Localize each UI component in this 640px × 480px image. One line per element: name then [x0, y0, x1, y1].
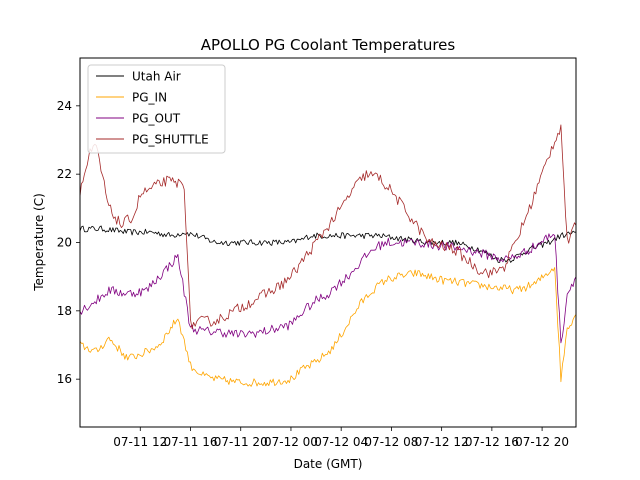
x-tick-label: 07-12 00	[264, 435, 318, 449]
series-line-pg-shuttle	[79, 124, 577, 330]
series-line-pg-out	[79, 233, 577, 344]
x-tick-label: 07-12 12	[415, 435, 469, 449]
legend-label-utah-air: Utah Air	[132, 70, 181, 84]
x-tick-label: 07-12 08	[364, 435, 418, 449]
y-axis-label: Temperature (C)	[32, 193, 46, 292]
legend-label-pg-out: PG_OUT	[132, 112, 181, 126]
legend-label-pg-shuttle: PG_SHUTTLE	[132, 133, 209, 147]
y-tick-label: 22	[57, 167, 72, 181]
series-line-pg-in	[79, 267, 577, 387]
x-axis-label: Date (GMT)	[294, 457, 363, 471]
legend-items: Utah Air PG_IN PG_OUT PG_SHUTTLE	[96, 70, 209, 147]
y-tick-label: 16	[57, 372, 72, 386]
legend-label-pg-in: PG_IN	[132, 91, 167, 105]
series-layer	[79, 124, 577, 387]
x-tick-label: 07-11 16	[164, 435, 218, 449]
legend: Utah Air PG_IN PG_OUT PG_SHUTTLE	[87, 64, 226, 154]
y-tick-label: 20	[57, 236, 72, 250]
x-tick-label: 07-12 04	[314, 435, 368, 449]
y-tick-label: 24	[57, 99, 72, 113]
series-line-utah-air	[79, 225, 576, 263]
x-tick-label: 07-11 20	[214, 435, 268, 449]
legend-box	[87, 64, 226, 154]
chart-title: APOLLO PG Coolant Temperatures	[201, 36, 456, 54]
x-tick-label: 07-11 12	[113, 435, 167, 449]
x-tick-label: 07-12 16	[465, 435, 519, 449]
y-tick-label: 18	[57, 304, 72, 318]
x-tick-label: 07-12 20	[515, 435, 569, 449]
